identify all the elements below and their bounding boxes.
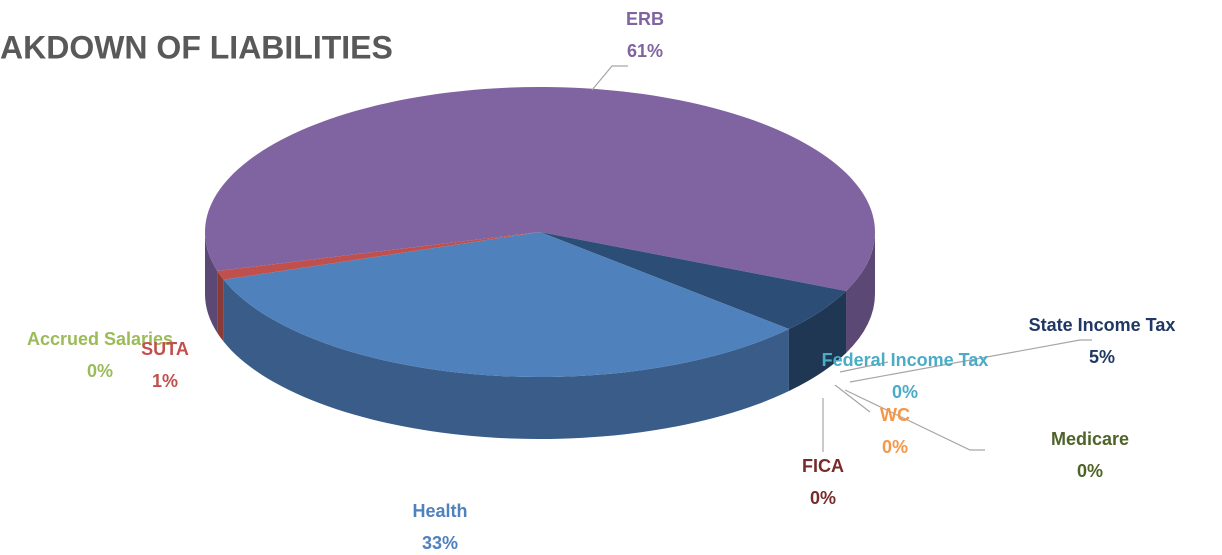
slice-value-label: 61% (627, 41, 663, 61)
slice-label: Health (412, 501, 467, 521)
chart-title: AKDOWN OF LIABILITIES (0, 29, 393, 65)
slice-side (205, 232, 218, 333)
slice-value-label: 5% (1089, 347, 1115, 367)
slice-label: ERB (626, 9, 664, 29)
slice-label: Accrued Salaries (27, 329, 173, 349)
leader-line (849, 339, 1092, 383)
slice-value-label: 0% (892, 382, 918, 402)
pie-tops (204, 87, 875, 378)
slice-side (846, 232, 875, 353)
slice-value-label: 33% (422, 533, 458, 553)
slice-label: FICA (802, 456, 844, 476)
slice-side (788, 290, 847, 392)
slice (217, 232, 540, 280)
leader-line (834, 384, 871, 413)
slice-label: SUTA (141, 339, 189, 359)
slice (223, 232, 789, 378)
leader-line (844, 389, 985, 451)
slice (204, 87, 875, 291)
slice-label: State Income Tax (1029, 315, 1176, 335)
pie-sides (205, 232, 875, 439)
leader-line (839, 361, 889, 373)
slice-label: WC (880, 405, 910, 425)
slice-label: Medicare (1051, 429, 1129, 449)
slice-value-label: 0% (1077, 461, 1103, 481)
slice-side (217, 270, 224, 342)
slice-side (223, 279, 789, 439)
slice (540, 232, 847, 330)
slice-label: Federal Income Tax (822, 350, 989, 370)
labels: ERB 61% State Income Tax 5% Federal Income T… (27, 9, 1175, 553)
leader-line (591, 65, 628, 91)
slice-value-label: 0% (810, 488, 836, 508)
slice-value-label: 1% (152, 371, 178, 391)
slice-value-label: 0% (87, 361, 113, 381)
slice-value-label: 0% (882, 437, 908, 457)
